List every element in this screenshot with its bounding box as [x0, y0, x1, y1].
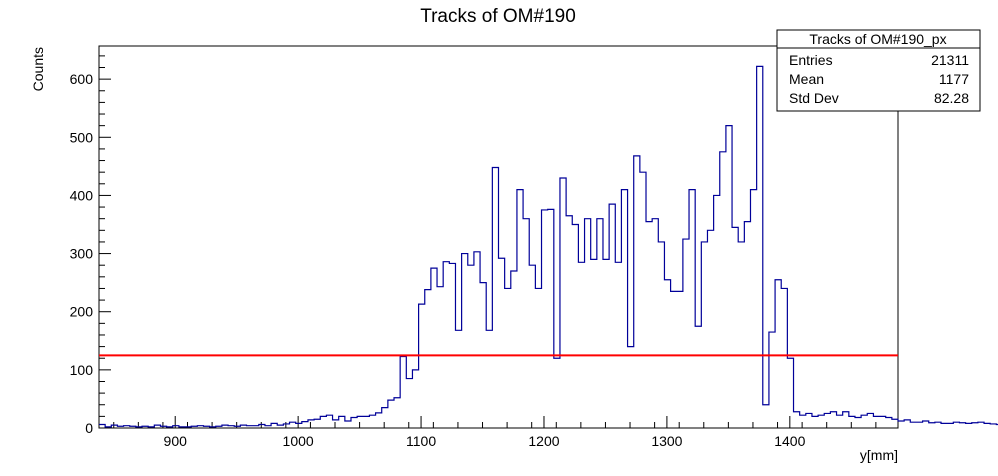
x-tick-label: 1300 — [651, 433, 682, 449]
y-tick-label: 100 — [70, 362, 94, 378]
stats-box-frame — [776, 29, 981, 112]
stats-entries-label: Entries — [789, 52, 833, 68]
x-tick-label: 1200 — [528, 433, 559, 449]
histogram-series-line — [99, 65, 998, 428]
stats-stddev-label: Std Dev — [789, 90, 839, 106]
y-tick-label: 400 — [70, 187, 94, 203]
stats-stddev-value: 82.28 — [934, 90, 969, 106]
stats-entries-value: 21311 — [931, 52, 969, 68]
stats-box: Tracks of OM#190_px Entries 21311 Mean 1… — [776, 29, 981, 112]
y-tick-label: 600 — [70, 71, 94, 87]
y-tick-label: 0 — [85, 420, 93, 436]
chart-title: Tracks of OM#190 — [420, 6, 576, 27]
y-tick-label: 300 — [70, 246, 94, 262]
stats-box-title: Tracks of OM#190_px — [809, 31, 946, 47]
y-tick-label: 200 — [70, 304, 94, 320]
x-tick-label: 1000 — [283, 433, 314, 449]
x-axis: 900 1000 1100 1200 1300 1400 — [113, 416, 877, 449]
y-axis: 0 100 200 300 400 500 600 — [70, 55, 111, 436]
y-axis-title: Counts — [30, 47, 46, 91]
plot-frame — [98, 45, 899, 429]
x-tick-label: 1400 — [774, 433, 805, 449]
x-tick-label: 1100 — [406, 433, 436, 449]
stats-mean-value: 1177 — [939, 71, 969, 87]
x-axis-title: y[mm] — [860, 447, 898, 463]
x-tick-label: 900 — [164, 433, 188, 449]
stats-mean-label: Mean — [789, 71, 824, 87]
y-tick-label: 500 — [70, 129, 94, 145]
